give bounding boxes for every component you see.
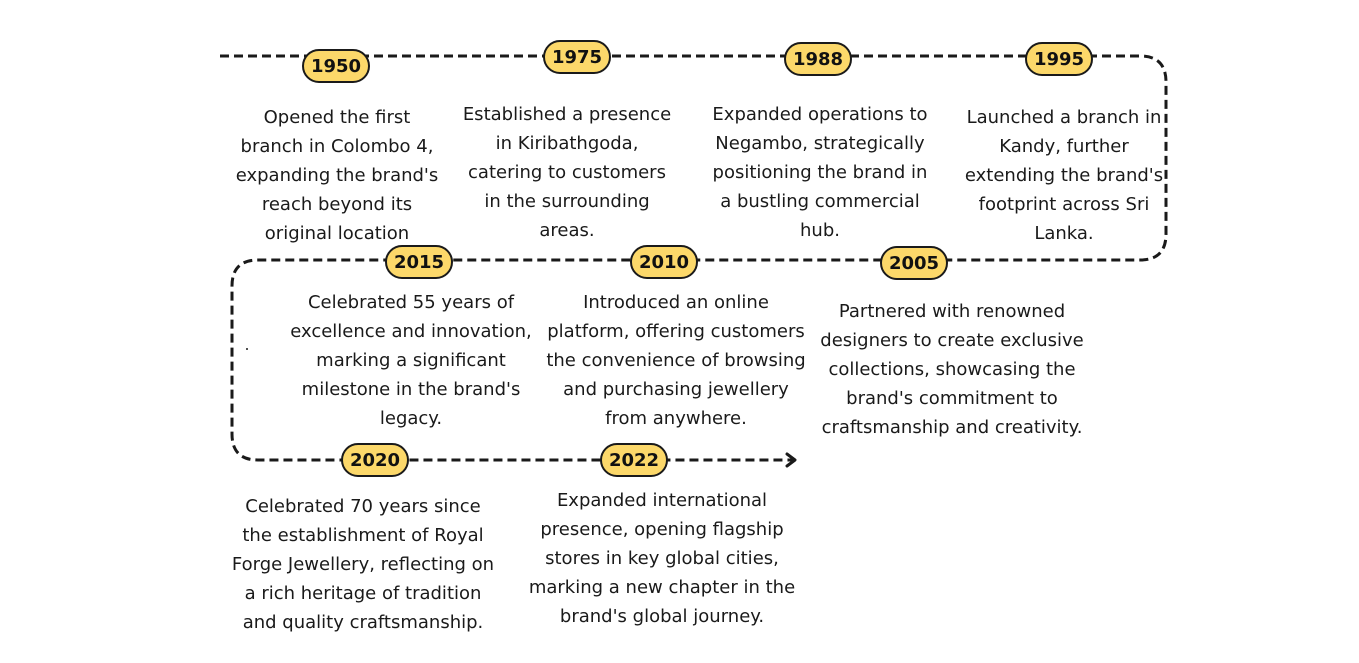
- year-badge-1975: 1975: [543, 40, 611, 74]
- year-badge-2022: 2022: [600, 443, 668, 477]
- year-badge-1988: 1988: [784, 42, 852, 76]
- milestone-description-1950: Opened the first branch in Colombo 4, ex…: [235, 107, 439, 244]
- milestone-description-1995: Launched a branch in Kandy, further exte…: [964, 107, 1164, 244]
- milestone-description-1988: Expanded operations to Negambo, strategi…: [712, 104, 928, 241]
- year-badge-2020: 2020: [341, 443, 409, 477]
- timeline-dashed-line: [220, 54, 1168, 462]
- timeline-dot: [246, 348, 248, 350]
- year-badge-2005: 2005: [880, 246, 948, 280]
- timeline-arrow-head: [785, 452, 797, 468]
- milestone-description-1975: Established a presence in Kiribathgoda, …: [462, 104, 672, 241]
- milestone-description-2010: Introduced an online platform, offering …: [546, 292, 806, 429]
- year-badge-1950: 1950: [302, 49, 370, 83]
- milestone-description-2020: Celebrated 70 years since the establishm…: [231, 496, 495, 633]
- milestone-description-2022: Expanded international presence, opening…: [528, 490, 796, 627]
- milestone-description-2015: Celebrated 55 years of excellence and in…: [290, 292, 532, 429]
- year-badge-1995: 1995: [1025, 42, 1093, 76]
- year-badge-2010: 2010: [630, 245, 698, 279]
- milestone-description-2005: Partnered with renowned designers to cre…: [820, 301, 1084, 438]
- year-badge-2015: 2015: [385, 245, 453, 279]
